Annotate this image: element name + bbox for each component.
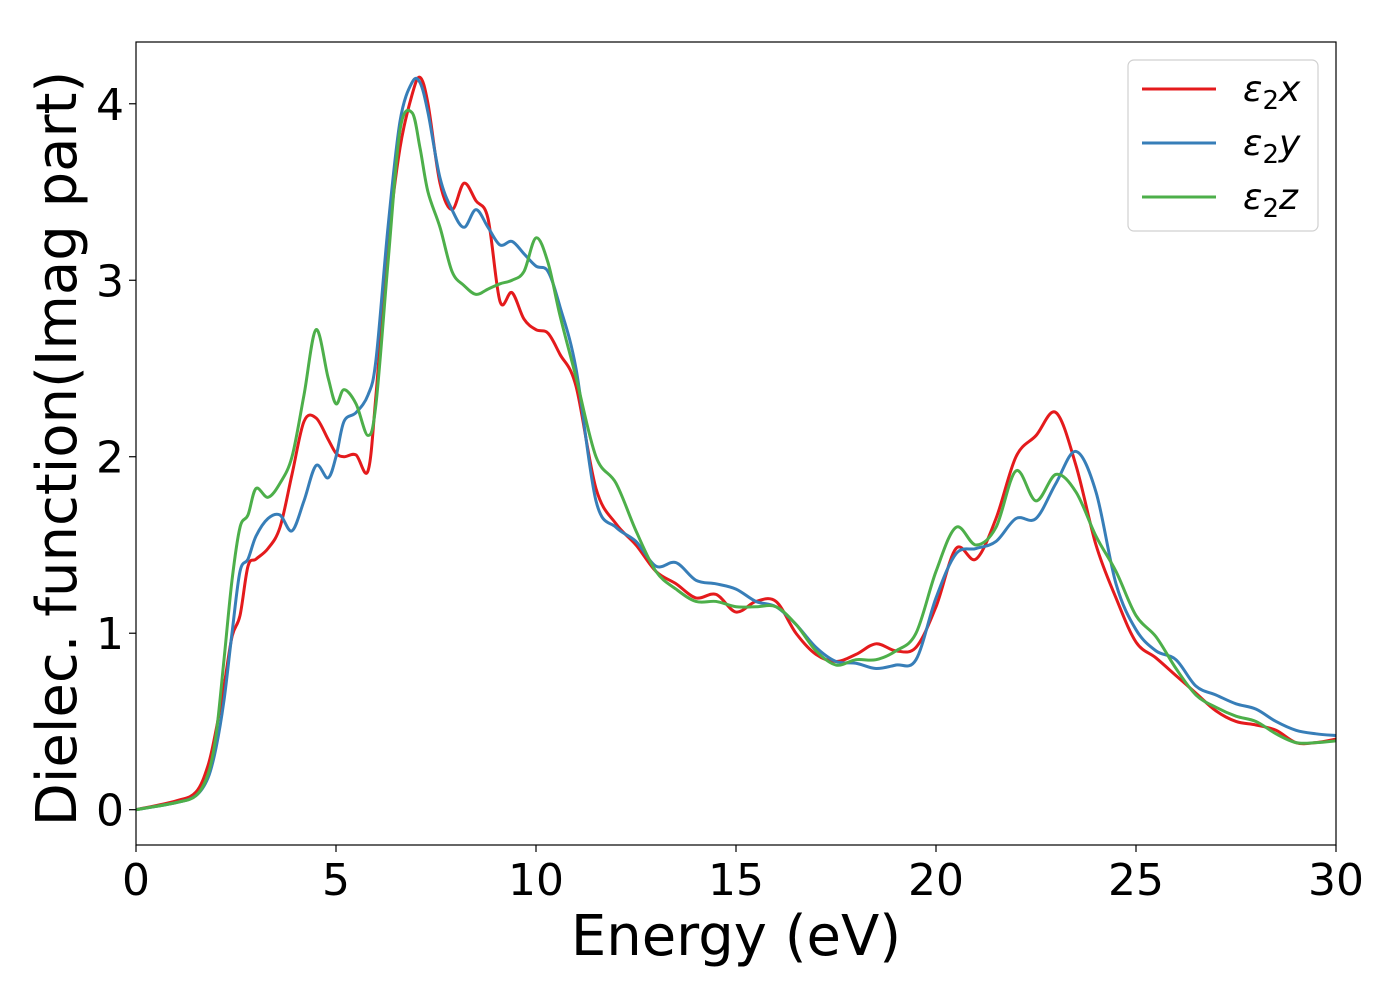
series-layer	[136, 75, 1336, 812]
x-tick-label: 0	[122, 855, 150, 906]
x-tick-label: 20	[908, 855, 964, 906]
x-tick-label: 5	[322, 855, 350, 906]
x-axis-ticks: 0 5 10 15 20 25 30	[122, 845, 1364, 906]
x-axis-title: Energy (eV)	[571, 904, 901, 969]
y-tick-label: 0	[96, 786, 124, 837]
y-axis-title: Dielec. function(Imag part)	[25, 71, 90, 827]
x-tick-label: 25	[1108, 855, 1164, 906]
legend-label-y: ε2y	[1243, 123, 1301, 170]
series-line-x	[136, 75, 1336, 812]
legend-label-z: ε2z	[1243, 177, 1299, 224]
y-tick-label: 1	[96, 609, 124, 660]
y-axis-ticks: 0 1 2 3 4	[96, 80, 136, 837]
legend: ε2x ε2y ε2z	[1127, 59, 1319, 232]
legend-box	[1127, 59, 1319, 232]
x-tick-label: 10	[508, 855, 564, 906]
x-tick-label: 30	[1308, 855, 1364, 906]
y-tick-label: 4	[96, 80, 124, 131]
y-tick-label: 2	[96, 433, 124, 484]
legend-label-x: ε2x	[1243, 69, 1301, 116]
y-tick-label: 3	[96, 256, 124, 307]
series-line-z	[136, 108, 1336, 812]
x-tick-label: 15	[708, 855, 764, 906]
